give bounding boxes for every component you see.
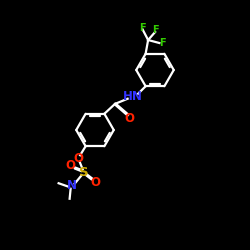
Text: HN: HN — [123, 90, 142, 103]
Text: F: F — [139, 22, 146, 32]
Text: N: N — [66, 179, 76, 192]
Text: O: O — [74, 152, 84, 165]
Text: F: F — [159, 38, 166, 48]
Text: O: O — [124, 112, 134, 125]
Text: F: F — [152, 25, 158, 35]
Text: O: O — [90, 176, 100, 190]
Text: S: S — [79, 166, 89, 179]
Text: O: O — [65, 159, 75, 172]
